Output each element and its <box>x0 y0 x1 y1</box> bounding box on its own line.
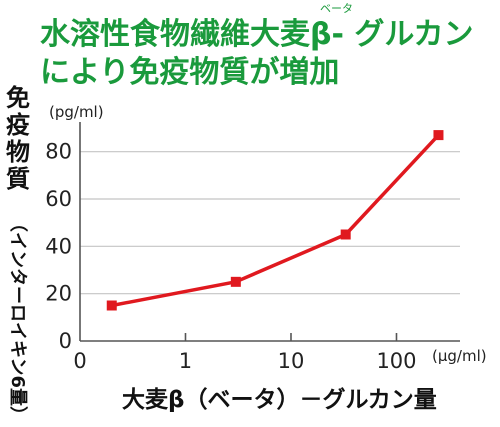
y-label-sub-text: （インターロイキン6量） <box>7 214 29 424</box>
y-axis-label: 免疫物質 <box>6 84 30 193</box>
y-label-char: 質 <box>6 165 30 193</box>
y-label-char: 物 <box>6 138 30 166</box>
data-point <box>230 276 241 287</box>
data-point <box>340 229 351 240</box>
y-tick-label: 80 <box>45 140 72 164</box>
chart-title-line2: により免疫物質が増加 <box>40 55 339 90</box>
y-tick-labels: 0 20 40 60 80 <box>45 140 72 353</box>
data-point <box>433 130 444 141</box>
y-unit: (pg/ml) <box>49 103 104 121</box>
chart-title-ruby: ベータ <box>320 2 353 15</box>
series-group <box>106 130 444 311</box>
grid <box>80 151 460 295</box>
axes <box>79 122 460 342</box>
y-tick-label: 20 <box>45 282 72 306</box>
y-label-char: 疫 <box>6 111 30 139</box>
x-tick-label: 0 <box>73 349 86 373</box>
x-tick-label: 100 <box>376 349 416 373</box>
chart-title-line1: 水溶性食物繊維大麦β- グルカン <box>40 17 473 52</box>
x-tick-label: 10 <box>278 349 305 373</box>
series-line <box>111 133 440 308</box>
x-unit: (μg/ml) <box>432 347 487 365</box>
data-point <box>106 300 117 311</box>
y-tick-label: 60 <box>45 187 72 211</box>
y-label-char: 免 <box>6 84 30 112</box>
y-axis-sublabel: （インターロイキン6量） <box>7 214 29 424</box>
x-axis-label: 大麦β（ベータ）－グルカン量 <box>122 386 437 413</box>
x-tick-label: 1 <box>179 349 192 373</box>
x-tick-labels: 0 1 10 100 <box>73 349 416 373</box>
y-tick-label: 0 <box>59 329 72 353</box>
y-tick-label: 40 <box>45 234 72 258</box>
